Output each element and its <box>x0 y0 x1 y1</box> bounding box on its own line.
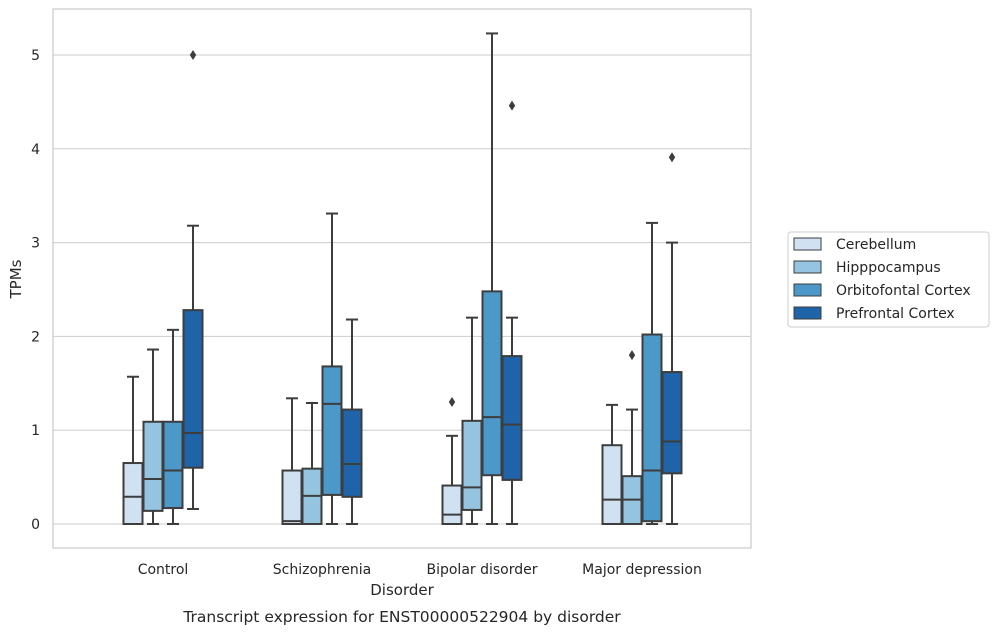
box-0-2 <box>162 328 184 525</box>
box-3-0 <box>601 403 623 526</box>
chart-caption: Transcript expression for ENST0000052290… <box>182 608 621 626</box>
box-2-0 <box>441 397 463 525</box>
legend-swatch <box>793 260 822 274</box>
box-1-0 <box>281 397 303 525</box>
box-iqr <box>461 419 483 511</box>
box-3-3 <box>661 152 683 525</box>
box-iqr <box>281 469 303 525</box>
box-iqr <box>661 371 683 475</box>
x-axis-ticks: Control Schizophrenia Bipolar disorder Majo… <box>138 562 702 578</box>
y-tick-label: 2 <box>31 329 40 345</box>
outlier-point <box>189 50 197 60</box>
box-iqr <box>162 420 184 510</box>
legend-swatch <box>793 283 822 297</box>
legend-swatch <box>793 237 822 251</box>
box-3-1 <box>621 350 643 525</box>
box-1-3 <box>341 318 363 525</box>
legend-label: Cerebellum <box>836 237 916 253</box>
y-tick-label: 4 <box>31 142 40 158</box>
y-axis-ticks: 0 1 2 3 4 5 <box>31 48 40 533</box>
x-tick-label: Bipolar disorder <box>426 562 537 578</box>
plot-frame <box>52 8 752 549</box>
outlier-point <box>628 350 636 361</box>
box-iqr <box>321 365 343 496</box>
legend-frame <box>787 231 990 328</box>
box-iqr <box>601 444 623 526</box>
y-tick-label: 3 <box>31 236 40 252</box>
outlier-point <box>668 152 676 163</box>
box-0-0 <box>122 375 144 525</box>
box-1-1 <box>301 401 323 525</box>
box-iqr <box>481 290 503 477</box>
box-iqr <box>122 462 144 525</box>
y-axis-label: TPMs <box>7 259 25 299</box>
x-axis-label: Disorder <box>370 581 434 599</box>
box-iqr <box>341 408 363 498</box>
box-2-2 <box>481 32 503 525</box>
outlier-point <box>508 100 516 111</box>
x-tick-label: Control <box>138 562 189 578</box>
box-0-1 <box>142 348 164 525</box>
box-iqr <box>182 309 204 469</box>
y-tick-label: 0 <box>31 517 40 533</box>
box-iqr <box>501 355 523 481</box>
legend-swatch <box>793 306 822 320</box>
box-plot-marks <box>122 32 683 526</box>
legend: Cerebellum Hipppocampus Orbitofontal Corte… <box>787 231 990 328</box>
box-iqr <box>142 420 164 512</box>
box-0-3 <box>182 50 204 510</box>
box-1-2 <box>321 212 343 525</box>
box-2-3 <box>501 100 523 525</box>
box-iqr <box>441 484 463 525</box>
y-tick-label: 1 <box>31 423 40 439</box>
box-iqr <box>641 333 663 523</box>
y-tick-label: 5 <box>31 48 40 64</box>
x-tick-label: Major depression <box>582 562 702 578</box>
legend-label: Prefrontal Cortex <box>836 306 955 322</box>
box-2-1 <box>461 316 483 525</box>
outlier-point <box>448 397 456 408</box>
legend-label: Hipppocampus <box>836 260 941 276</box>
box-3-2 <box>641 221 663 525</box>
legend-label: Orbitofontal Cortex <box>836 283 971 299</box>
x-tick-label: Schizophrenia <box>273 562 371 578</box>
